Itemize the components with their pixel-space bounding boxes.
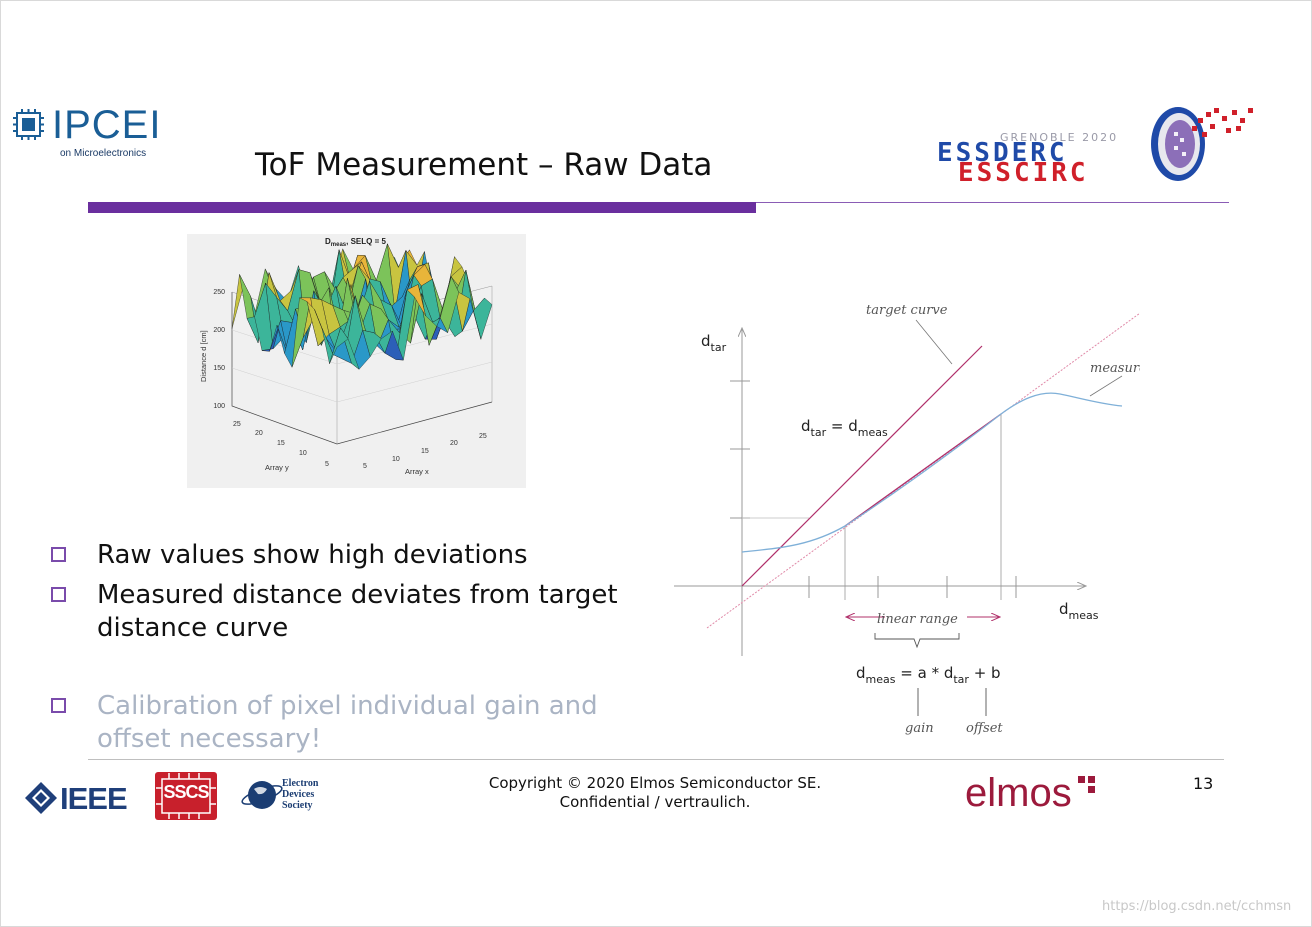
z-tick-label: 100 bbox=[213, 403, 225, 410]
surface-facet bbox=[329, 327, 349, 364]
x-axis-label: dmeas bbox=[1059, 600, 1099, 622]
copyright-line-2: Confidential / vertraulich. bbox=[559, 793, 751, 811]
elmos-dots-icon bbox=[1078, 776, 1095, 793]
equation-calibration: dmeas = a * dtar + b bbox=[856, 664, 1001, 686]
y-tick-label: 25 bbox=[233, 421, 241, 428]
bullet-text-2-cont: distance curve bbox=[97, 613, 289, 643]
esscirc-logo-text: ESSCIRC bbox=[958, 158, 1089, 188]
y-tick-label: 20 bbox=[255, 430, 263, 437]
gain-label: gain bbox=[905, 721, 934, 736]
eds-logo-text: Electron Devices Society bbox=[282, 778, 318, 811]
surface-ylabel: Array y bbox=[265, 463, 289, 472]
ipcei-chip-icon bbox=[13, 109, 44, 140]
ieee-diamond-icon bbox=[25, 782, 57, 814]
x-tick-label: 25 bbox=[479, 433, 487, 440]
copyright-line-1: Copyright © 2020 Elmos Semiconductor SE. bbox=[488, 774, 822, 792]
ipcei-logo-text: IPCEI bbox=[52, 103, 162, 147]
y-tick-label: 15 bbox=[277, 440, 285, 447]
y-tick-label: 5 bbox=[325, 461, 329, 468]
linear-range-label: linear range bbox=[877, 612, 958, 627]
bullet-text-2: Measured distance deviates from target bbox=[97, 580, 618, 610]
z-tick-label: 200 bbox=[213, 327, 225, 334]
surface-xlabel: Array x bbox=[405, 467, 429, 476]
offset-label: offset bbox=[966, 721, 1003, 736]
bullet-marker bbox=[51, 547, 66, 562]
essderc-grenoble-text: GRENOBLE 2020 bbox=[1000, 131, 1119, 144]
eds-line: Society bbox=[282, 800, 313, 811]
target-curve-label: target curve bbox=[866, 303, 948, 318]
watermark: https://blog.csdn.net/cchmsn bbox=[1102, 899, 1292, 914]
essderc-emblem-icon bbox=[1151, 107, 1253, 181]
z-tick-label: 250 bbox=[213, 289, 225, 296]
x-tick-label: 15 bbox=[421, 448, 429, 455]
surface-mesh bbox=[231, 243, 493, 370]
eds-line: Devices bbox=[282, 789, 315, 800]
sscs-logo bbox=[155, 772, 217, 820]
x-tick-label: 10 bbox=[392, 456, 400, 463]
elmos-logo-text: elmos bbox=[965, 771, 1072, 815]
bullet-text-1: Raw values show high deviations bbox=[97, 540, 528, 570]
measurement-curve bbox=[741, 392, 1123, 553]
target-curve-line bbox=[741, 345, 983, 587]
essderc-logo-text: ESSDERC bbox=[937, 138, 1068, 168]
y-tick-label: 10 bbox=[299, 450, 307, 457]
linear-fit-line bbox=[706, 312, 1140, 629]
bullet-text-3-cont: offset necessary! bbox=[97, 724, 322, 754]
eds-line: Electron bbox=[282, 778, 319, 789]
footer-divider bbox=[88, 759, 1224, 760]
page-number: 13 bbox=[1193, 774, 1214, 793]
eds-globe-icon bbox=[241, 781, 283, 809]
y-axis-label: dtar bbox=[701, 332, 727, 354]
copyright-notice: Copyright © 2020 Elmos Semiconductor SE.… bbox=[440, 774, 870, 812]
measurement-label: measurement bbox=[1090, 361, 1140, 376]
title-underline-thin bbox=[756, 202, 1229, 203]
calibration-diagram: dtar dmeas dtar = dmeas dmeas = a * dtar… bbox=[674, 303, 1140, 736]
bullet-marker bbox=[51, 698, 66, 713]
ieee-logo-text: IEEE bbox=[60, 781, 128, 816]
slide-title: ToF Measurement – Raw Data bbox=[255, 147, 713, 183]
bullet-marker bbox=[51, 587, 66, 602]
x-tick-label: 20 bbox=[450, 440, 458, 447]
title-underline-bar bbox=[88, 202, 756, 213]
bullet-text-3: Calibration of pixel individual gain and bbox=[97, 691, 598, 721]
ipcei-subtitle: on Microelectronics bbox=[60, 148, 147, 159]
surface-plot-title: Dmeas, SELQ = 5 bbox=[325, 237, 386, 248]
z-tick-label: 150 bbox=[213, 365, 225, 372]
equation-target: dtar = dmeas bbox=[801, 417, 888, 439]
sscs-logo-text: SSCS bbox=[163, 782, 209, 802]
x-tick-label: 5 bbox=[363, 463, 367, 470]
surface-zlabel: Distance d [cm] bbox=[199, 330, 208, 382]
sscs-chip-icon bbox=[156, 773, 216, 819]
surface-plot: Dmeas, SELQ = 5 250 200 150 100 Distance… bbox=[187, 234, 526, 488]
